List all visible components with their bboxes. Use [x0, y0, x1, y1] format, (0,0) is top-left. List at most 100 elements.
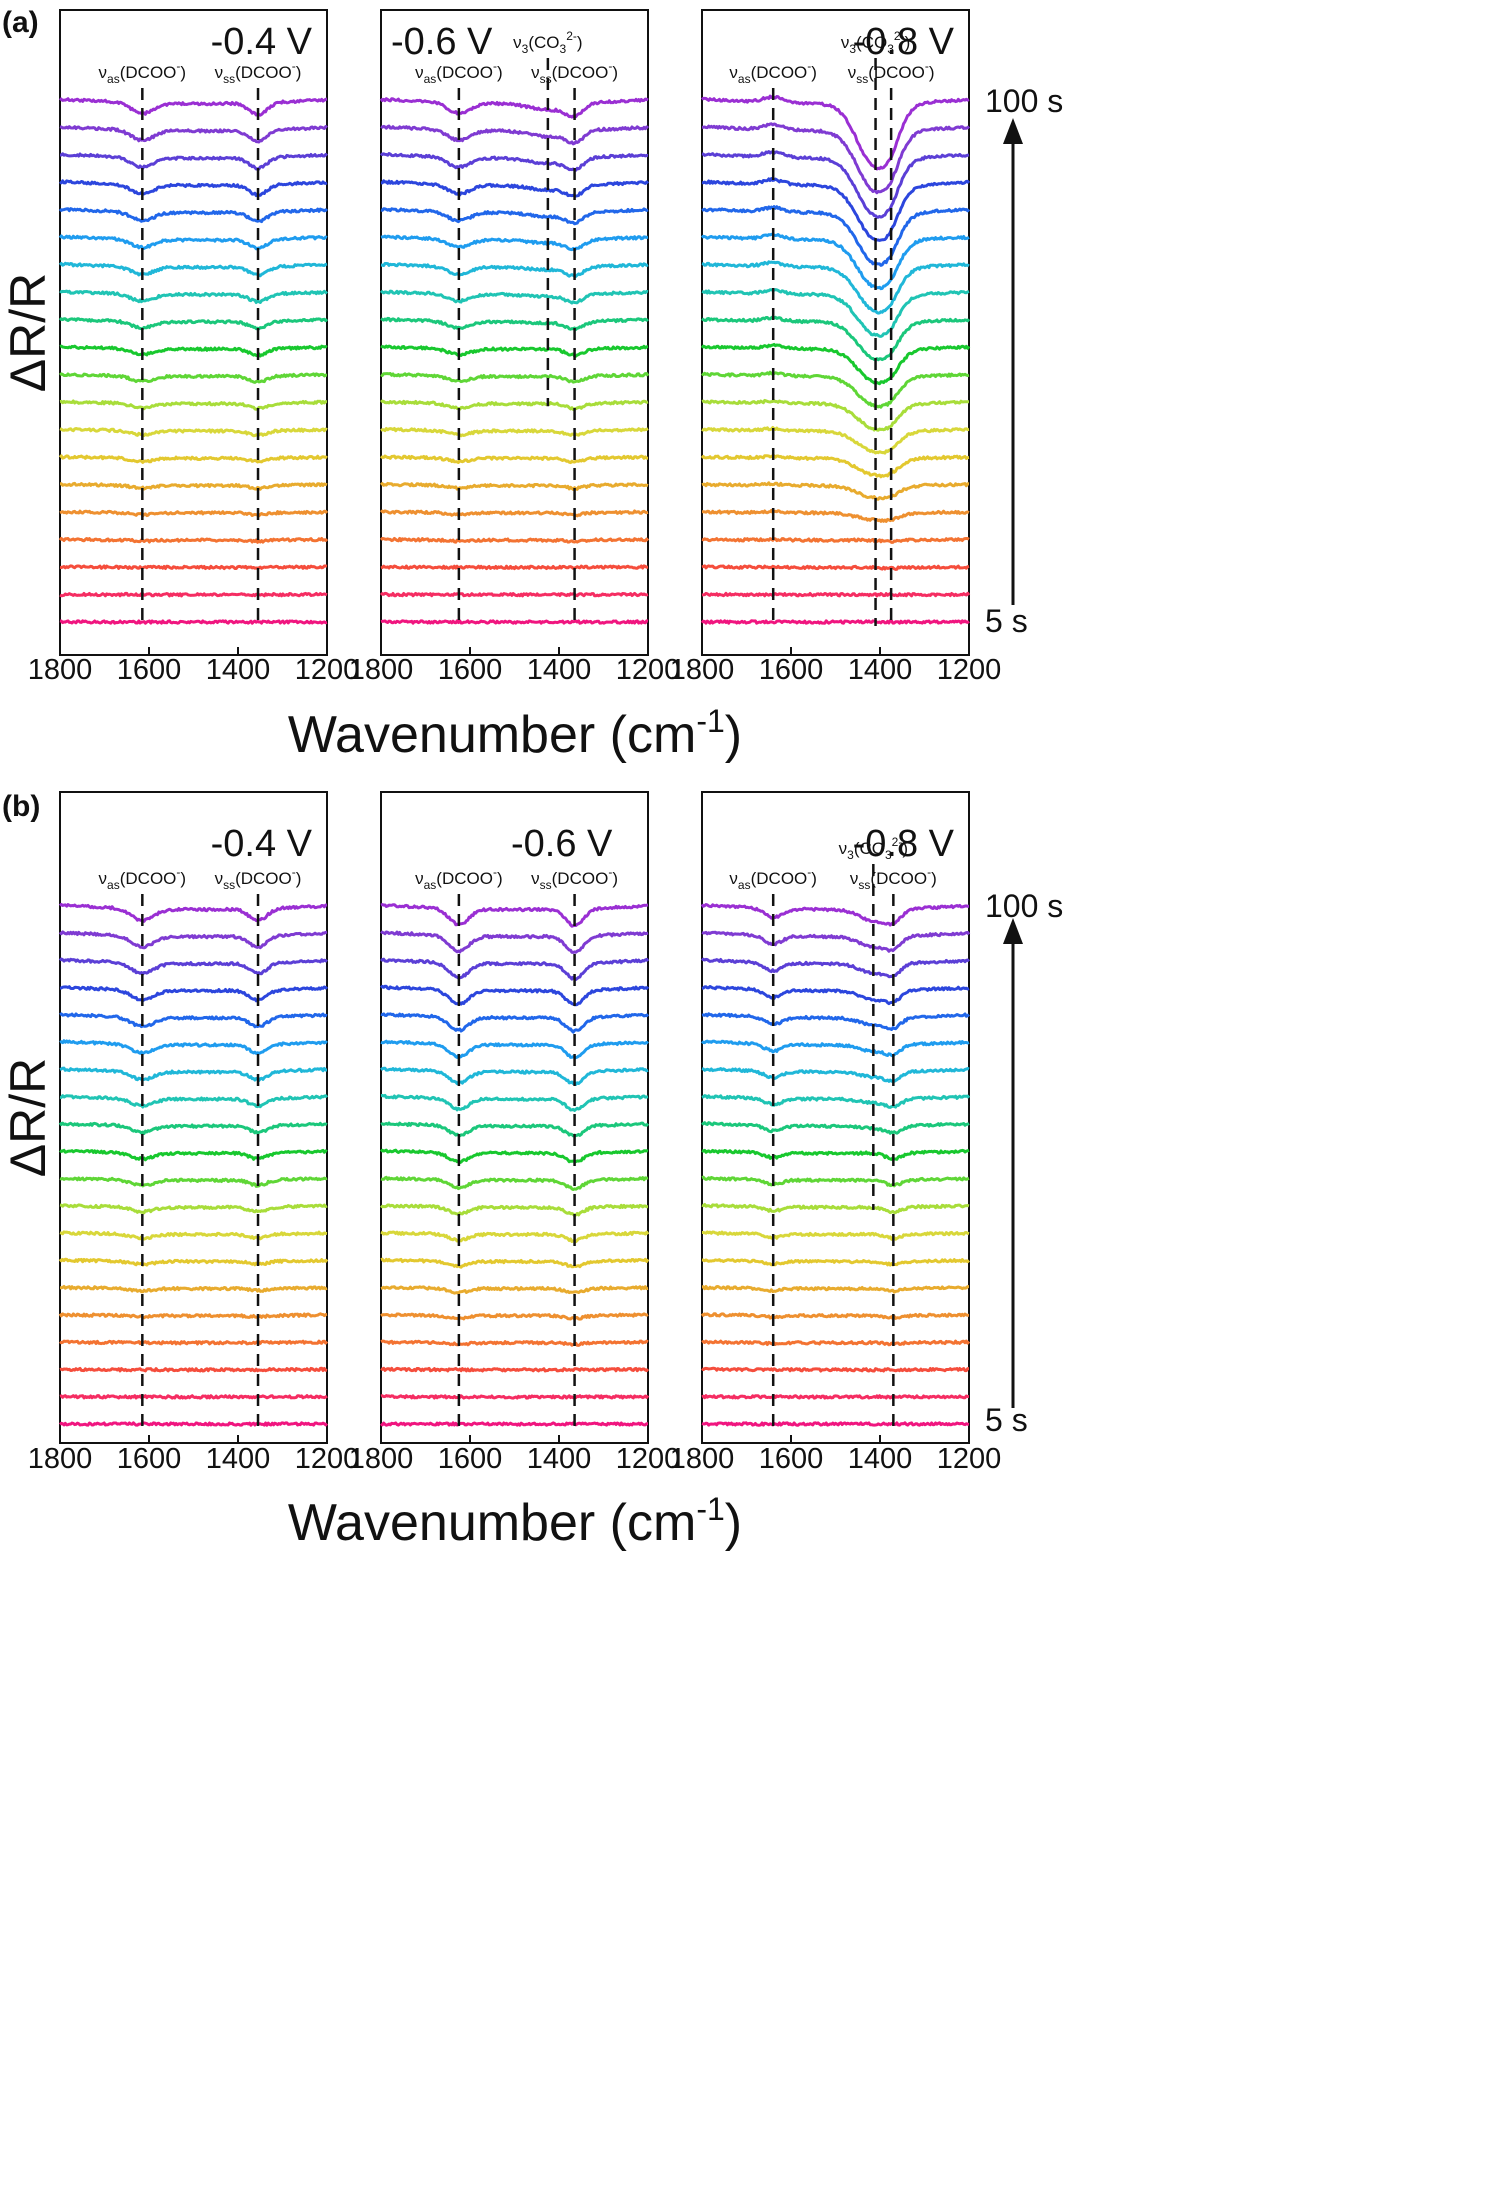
spectrum-line	[379, 957, 650, 981]
x-tick-label: 1800	[28, 654, 93, 686]
band-label-part: (DCOO	[235, 63, 292, 82]
spectrum-line	[700, 619, 970, 625]
spectrum-line	[59, 591, 328, 598]
spectrum-line	[59, 1203, 328, 1215]
spectrum-line	[59, 1366, 328, 1373]
spectrum-line	[701, 1148, 970, 1161]
x-tick-label: 1800	[349, 1443, 414, 1475]
band-label-part: (CO	[854, 839, 885, 858]
spectrum-line	[58, 97, 328, 117]
spectrum-line	[380, 1257, 650, 1269]
band-label-part: )	[612, 869, 618, 888]
plot-frame	[701, 791, 970, 1444]
spectrum-line	[59, 372, 328, 384]
plot-frame	[59, 791, 328, 1444]
spectrum-line	[59, 509, 329, 518]
band-label-part: -	[292, 865, 296, 879]
plot-frame	[701, 9, 970, 656]
spectrum-line	[701, 398, 970, 432]
band-label-part: )	[180, 869, 186, 888]
time-arrow-head	[1003, 918, 1023, 944]
band-label-part: ss	[540, 72, 552, 86]
band-label: νas(DCOO-)	[415, 59, 503, 86]
x-tick-label: 1400	[848, 1443, 913, 1475]
spectrum-line	[379, 591, 649, 598]
spectrum-line	[701, 426, 970, 455]
spectrum-line	[701, 94, 970, 171]
spectrum-line	[58, 454, 328, 464]
spectrum-line	[701, 591, 971, 598]
band-label-part: ν	[729, 869, 738, 888]
spectrum-line	[380, 179, 650, 198]
band-label-part: )	[811, 63, 817, 82]
band-label: νss(DCOO-)	[215, 59, 302, 86]
spectrum-line	[380, 619, 649, 625]
spectrum-line	[701, 1421, 970, 1427]
x-tick-label: 1600	[117, 1443, 182, 1475]
band-label-part: ν	[415, 869, 424, 888]
band-label: νas(DCOO-)	[415, 865, 503, 892]
spectrum-line	[380, 1066, 649, 1086]
band-label-part: 2-	[566, 29, 577, 43]
spectrum-line	[380, 1039, 649, 1060]
spectrum-line	[380, 1366, 650, 1373]
spectrum-line	[59, 1394, 328, 1400]
spectrum-line	[379, 1203, 649, 1218]
spectrum-line	[379, 984, 650, 1007]
spectrum-line	[700, 342, 971, 386]
spectrum-line	[701, 205, 971, 267]
spectrum-line	[701, 1285, 970, 1294]
band-label-part: ss	[858, 878, 870, 892]
band-label-part: ν	[531, 869, 540, 888]
spectrum-line	[701, 1230, 970, 1241]
band-label-part: ν	[531, 63, 540, 82]
panel-letter: (b)	[2, 790, 40, 823]
spectrum-line	[380, 1093, 649, 1112]
x-tick-label: 1600	[759, 1443, 824, 1475]
x-tick-label: 1800	[28, 1443, 93, 1475]
spectra-layer	[58, 94, 971, 1427]
spectrum-line	[379, 454, 649, 465]
band-label-part: 3	[847, 848, 854, 862]
band-label: νas(DCOO-)	[729, 59, 817, 86]
band-label-part: 2-	[894, 29, 905, 43]
y-axis-label: ΔR/R	[0, 1058, 56, 1178]
spectrum-line	[380, 234, 649, 252]
band-label-part: (DCOO	[552, 63, 609, 82]
spectrum-line	[700, 1039, 970, 1058]
x-axis-label: Wavenumber (cm-1)	[288, 1491, 742, 1552]
band-label-part: (DCOO	[120, 869, 177, 888]
band-label-part: ν	[99, 869, 108, 888]
x-axis-label-paren: (	[595, 1494, 627, 1552]
spectrum-line	[701, 930, 971, 953]
x-axis-label-part: cm	[627, 706, 696, 764]
spectrum-line	[59, 564, 328, 571]
spectrum-line	[58, 902, 328, 923]
spectrum-line	[380, 316, 649, 331]
spectrum-line	[59, 289, 329, 304]
spectrum-line	[701, 370, 970, 409]
x-axis-label-part: cm	[627, 1494, 696, 1552]
spectrum-line	[379, 1421, 649, 1427]
band-label-part: (DCOO	[235, 869, 292, 888]
spectrum-line	[380, 1175, 649, 1191]
spectrum-line	[701, 288, 970, 338]
x-tick-label: 1400	[527, 1443, 592, 1475]
annotation-layer	[141, 58, 1023, 1428]
spectrum-line	[701, 985, 970, 1006]
x-tick-label: 1200	[616, 654, 681, 686]
band-label-part: (CO	[856, 33, 887, 52]
band-label-part: ν	[850, 869, 859, 888]
spectrum-line	[701, 150, 970, 219]
spectrum-line	[59, 1094, 329, 1109]
spectrum-line	[701, 564, 970, 571]
band-label-part: )	[296, 869, 302, 888]
x-axis-label: Wavenumber (cm-1)	[288, 703, 742, 764]
band-label: νss(DCOO-)	[531, 59, 618, 86]
spectrum-line	[701, 1339, 971, 1347]
x-tick-label: 1200	[616, 1443, 681, 1475]
spectrum-line	[380, 1012, 650, 1034]
band-label-part: ν	[729, 63, 738, 82]
band-label-part: 2-	[892, 835, 903, 849]
